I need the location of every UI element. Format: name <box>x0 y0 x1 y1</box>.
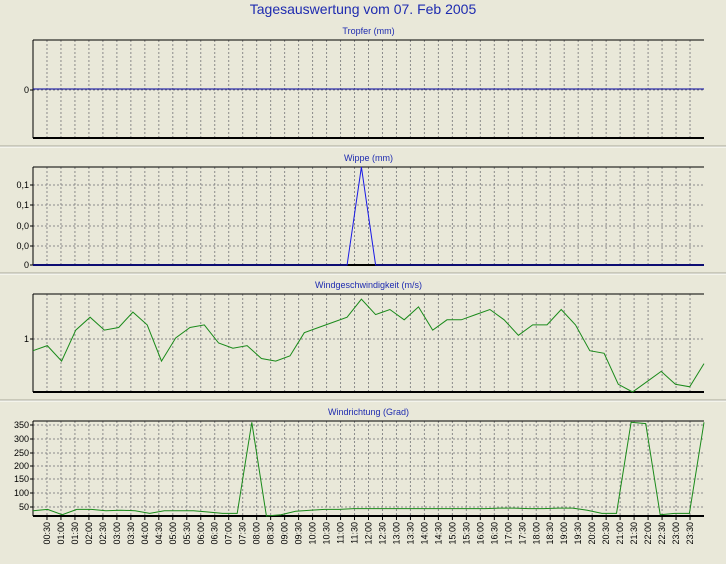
panel-4-title: Windrichtung (Grad) <box>328 407 409 417</box>
x-tick-label: 23:30 <box>685 522 695 545</box>
y-tick-label: 250 <box>14 448 29 458</box>
panel-2-series-line <box>33 166 704 266</box>
x-tick-label: 00:30 <box>42 522 52 545</box>
x-tick-label: 10:30 <box>322 522 332 545</box>
x-tick-label: 15:30 <box>461 522 471 545</box>
x-tick-label: 18:00 <box>531 522 541 545</box>
x-tick-label: 07:30 <box>238 522 248 545</box>
x-tick-label: 06:00 <box>196 522 206 545</box>
x-tick-label: 14:30 <box>433 522 443 545</box>
x-tick-label: 06:30 <box>210 522 220 545</box>
x-tick-label: 12:30 <box>377 522 387 545</box>
x-tick-label: 19:30 <box>573 522 583 545</box>
x-tick-label: 09:30 <box>294 522 304 545</box>
x-tick-label: 09:00 <box>280 522 290 545</box>
x-tick-label: 04:00 <box>140 522 150 545</box>
x-tick-label: 01:30 <box>70 522 80 545</box>
y-tick-label: 0 <box>24 260 29 270</box>
page-title: Tagesauswertung vom 07. Feb 2005 <box>249 1 477 17</box>
panel-1-title: Tropfer (mm) <box>342 26 394 36</box>
x-tick-label: 05:30 <box>182 522 192 545</box>
panel-3-series-line <box>32 298 705 393</box>
y-tick-label: 50 <box>19 502 29 512</box>
x-tick-label: 22:00 <box>643 522 653 545</box>
x-tick-label: 18:30 <box>545 522 555 545</box>
x-tick-label: 21:30 <box>629 522 639 545</box>
x-tick-label: 20:30 <box>601 522 611 545</box>
panel-3-title: Windgeschwindigkeit (m/s) <box>315 280 422 290</box>
x-tick-label: 13:30 <box>405 522 415 545</box>
y-tick-label: 200 <box>14 461 29 471</box>
x-tick-label: 20:00 <box>587 522 597 545</box>
x-tick-label: 16:00 <box>475 522 485 545</box>
x-tick-label: 14:00 <box>419 522 429 545</box>
x-tick-label: 16:30 <box>489 522 499 545</box>
x-tick-label: 15:00 <box>447 522 457 545</box>
y-tick-label: 0,1 <box>16 180 29 190</box>
x-tick-label: 02:00 <box>84 522 94 545</box>
x-tick-label: 08:00 <box>252 522 262 545</box>
x-tick-label: 10:00 <box>308 522 318 545</box>
x-tick-label: 13:00 <box>391 522 401 545</box>
y-tick-label: 300 <box>14 434 29 444</box>
x-tick-label: 04:30 <box>154 522 164 545</box>
x-tick-label: 05:00 <box>168 522 178 545</box>
x-tick-label: 17:30 <box>517 522 527 545</box>
x-tick-label: 11:30 <box>350 522 360 544</box>
x-tick-label: 07:00 <box>224 522 234 545</box>
x-tick-label: 08:30 <box>266 522 276 545</box>
x-tick-label: 23:00 <box>671 522 681 545</box>
y-tick-label: 350 <box>14 420 29 430</box>
x-tick-label: 22:30 <box>657 522 667 545</box>
x-tick-label: 12:00 <box>364 522 374 545</box>
panel-4-plot-area <box>33 421 704 516</box>
y-tick-label: 1 <box>24 334 29 344</box>
y-tick-label: 0,0 <box>16 241 29 251</box>
y-tick-label: 0,1 <box>16 200 29 210</box>
x-tick-label: 17:00 <box>503 522 513 545</box>
x-tick-label: 21:00 <box>615 522 625 545</box>
x-tick-label: 01:00 <box>56 522 66 545</box>
panel-4-series-line <box>32 421 705 517</box>
y-tick-label: 0,0 <box>16 221 29 231</box>
x-tick-label: 11:00 <box>336 522 346 544</box>
x-tick-label: 03:00 <box>112 522 122 545</box>
y-tick-label: 150 <box>14 474 29 484</box>
panel-2-title: Wippe (mm) <box>344 153 393 163</box>
x-tick-label: 02:30 <box>98 522 108 545</box>
y-tick-label: 100 <box>14 488 29 498</box>
x-tick-label: 03:30 <box>126 522 136 545</box>
x-tick-label: 19:00 <box>559 522 569 545</box>
y-tick-label: 0 <box>24 85 29 95</box>
